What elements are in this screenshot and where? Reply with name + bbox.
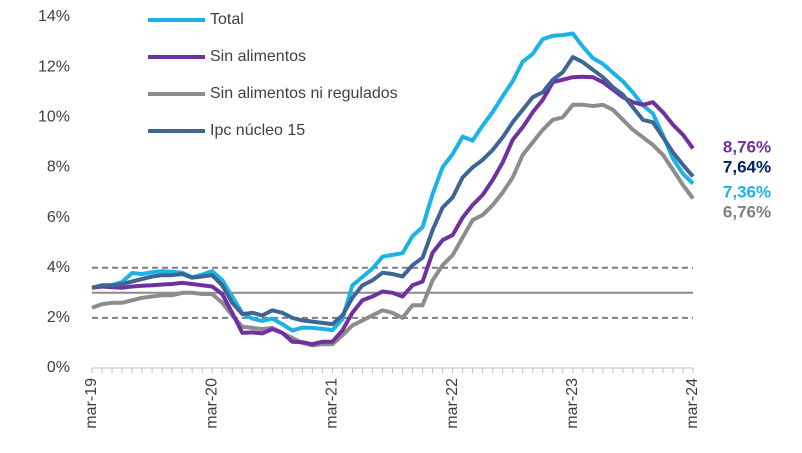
x-tick-label: mar-22 bbox=[444, 378, 461, 429]
legend-label: Sin alimentos ni regulados bbox=[210, 85, 398, 102]
y-tick-label: 4% bbox=[47, 259, 70, 276]
y-tick-label: 12% bbox=[38, 58, 70, 75]
end-label: 6,76% bbox=[723, 202, 771, 221]
y-tick-label: 0% bbox=[47, 359, 70, 376]
x-tick-label: mar-20 bbox=[203, 378, 220, 429]
x-tick-label: mar-21 bbox=[324, 378, 341, 429]
y-tick-label: 14% bbox=[38, 8, 70, 25]
legend-label: Ipc núcleo 15 bbox=[210, 122, 305, 139]
x-tick-label: mar-24 bbox=[684, 378, 701, 429]
y-tick-label: 8% bbox=[47, 159, 70, 176]
series-line bbox=[91, 74, 695, 347]
series-line bbox=[91, 55, 695, 327]
x-tick-label: mar-23 bbox=[564, 378, 581, 429]
y-tick-label: 6% bbox=[47, 209, 70, 226]
y-tick-label: 2% bbox=[47, 309, 70, 326]
end-label: 8,76% bbox=[723, 137, 771, 156]
end-label: 7,36% bbox=[723, 182, 771, 201]
x-tick-label: mar-19 bbox=[83, 378, 100, 429]
legend-label: Total bbox=[210, 11, 244, 28]
legend-label: Sin alimentos bbox=[210, 48, 306, 65]
end-label: 7,64% bbox=[723, 157, 771, 176]
series-line bbox=[91, 102, 695, 348]
y-tick-label: 10% bbox=[38, 109, 70, 126]
